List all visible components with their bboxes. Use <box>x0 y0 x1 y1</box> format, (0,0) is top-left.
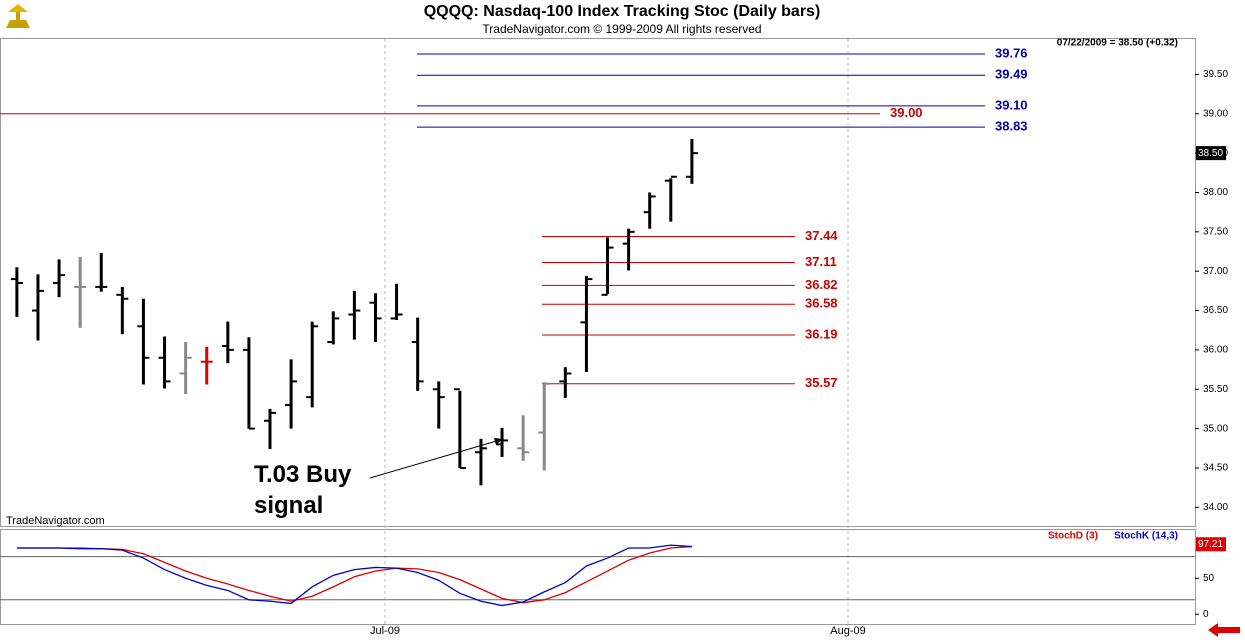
level-label: 35.57 <box>805 375 838 390</box>
y-tick-label: 34.50 <box>1203 463 1228 474</box>
y-tick-label: 34.00 <box>1203 502 1228 513</box>
last-value-box <box>1196 537 1226 552</box>
quote: 07/22/2009 = 38.50 (+0.32) <box>1057 38 1178 49</box>
level-label: 37.44 <box>805 228 838 243</box>
scroll-arrow[interactable] <box>1208 623 1240 637</box>
last-price-box <box>1196 146 1226 161</box>
y-tick-label: 39.50 <box>1203 69 1228 80</box>
level-label: 39.49 <box>995 67 1028 82</box>
y-tick-label: 36.50 <box>1203 305 1228 316</box>
subtitle: TradeNavigator.com © 1999-2009 All right… <box>482 22 761 36</box>
price-panel <box>0 38 1196 527</box>
y-tick-label: 50 <box>1203 573 1215 584</box>
title: QQQQ: Nasdaq-100 Index Tracking Stoc (Da… <box>424 3 821 20</box>
level-label: 38.83 <box>995 119 1028 134</box>
level-label: 39.00 <box>890 105 923 120</box>
x-tick-label: Aug-09 <box>830 625 865 637</box>
y-tick-label: 36.00 <box>1203 345 1228 356</box>
y-tick-label: 35.00 <box>1203 423 1228 434</box>
y-tick-label: 37.00 <box>1203 266 1228 277</box>
level-label: 37.11 <box>805 254 837 269</box>
legend-entry: StochD (3) <box>1048 531 1098 542</box>
last-price-label: 38.50 <box>1198 148 1223 159</box>
y-tick-label: 37.50 <box>1203 226 1228 237</box>
stoch-line <box>16 545 692 604</box>
annotation: T.03 Buy signal <box>254 461 352 519</box>
y-tick-label: 38.00 <box>1203 187 1228 198</box>
logo <box>6 4 30 28</box>
y-tick-label: 35.50 <box>1203 384 1228 395</box>
stoch-line <box>16 544 692 607</box>
level-label: 36.82 <box>805 277 838 292</box>
annotation-arrow <box>369 439 501 479</box>
level-label: 36.58 <box>805 296 838 311</box>
watermark: TradeNavigator.com <box>6 515 105 527</box>
x-tick-label: Jul-09 <box>370 625 400 637</box>
level-label: 39.76 <box>995 45 1028 60</box>
y-tick-label: 0 <box>1203 609 1209 620</box>
level-label: 36.19 <box>805 326 838 341</box>
level-label: 39.10 <box>995 97 1028 112</box>
y-tick-label: 39.00 <box>1203 108 1228 119</box>
last-value-label: 97.21 <box>1198 539 1223 550</box>
stoch-panel <box>0 529 1196 625</box>
legend-entry: StochK (14,3) <box>1114 531 1178 542</box>
